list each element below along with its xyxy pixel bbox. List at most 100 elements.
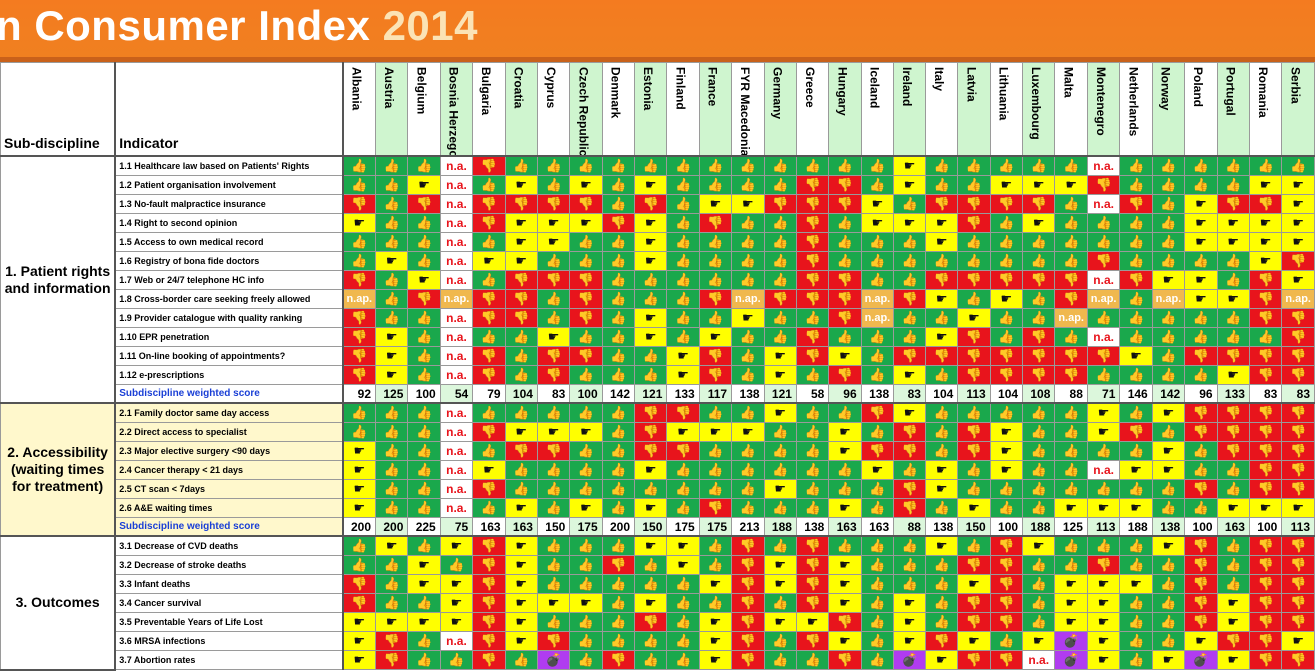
pointing-hand-icon: ☛ <box>634 251 668 271</box>
pointing-hand-icon: ☛ <box>828 422 862 442</box>
country-name: Greece <box>802 67 817 108</box>
thumb-up-icon: 👍 <box>828 251 862 271</box>
thumb-up-icon: 👍 <box>1119 650 1153 670</box>
thumb-up-icon: 👍 <box>924 555 959 575</box>
thumb-up-icon: 👍 <box>601 232 636 252</box>
thumb-up-icon: 👍 <box>924 422 959 442</box>
score-cell: 133 <box>666 384 700 404</box>
country-name: Belgium <box>414 67 429 115</box>
score-cell: 213 <box>731 517 765 537</box>
thumb-up-icon: 👍 <box>828 460 862 480</box>
pointing-hand-icon: ☛ <box>569 175 603 195</box>
thumb-up-icon: 👍 <box>375 555 409 575</box>
thumb-up-icon: 👍 <box>601 175 636 195</box>
score-cell: 163 <box>1216 517 1250 537</box>
thumb-down-icon: 👎 <box>1248 479 1283 499</box>
thumb-up-icon: 👍 <box>860 327 895 347</box>
thumb-up-icon: 👍 <box>860 631 895 651</box>
thumb-down-icon: 👎 <box>407 289 441 309</box>
bomb-icon: 💣 <box>536 650 571 670</box>
pointing-hand-icon: ☛ <box>1054 612 1088 632</box>
thumb-down-icon: 👎 <box>634 612 668 632</box>
pointing-hand-icon: ☛ <box>536 213 571 233</box>
thumb-up-icon: 👍 <box>763 422 797 442</box>
indicator-label: 2.6 A&E waiting times <box>114 498 344 518</box>
thumb-up-icon: 👍 <box>1281 155 1315 176</box>
thumb-up-icon: 👍 <box>601 402 636 423</box>
thumb-up-icon: 👍 <box>536 612 571 632</box>
thumb-up-icon: 👍 <box>763 308 797 328</box>
thumb-up-icon: 👍 <box>828 327 862 347</box>
thumb-down-icon: 👎 <box>536 631 571 651</box>
thumb-down-icon: 👎 <box>795 346 830 366</box>
pointing-hand-icon: ☛ <box>1281 631 1315 651</box>
pointing-hand-icon: ☛ <box>342 441 377 461</box>
score-cell: 92 <box>342 384 377 404</box>
score-cell: 163 <box>828 517 862 537</box>
country-name: Bulgaria <box>479 67 494 116</box>
pointing-hand-icon: ☛ <box>634 593 668 613</box>
pointing-hand-icon: ☛ <box>504 593 538 613</box>
country-name: France <box>705 67 720 107</box>
thumb-up-icon: 👍 <box>666 308 700 328</box>
thumb-up-icon: 👍 <box>763 535 797 556</box>
thumb-up-icon: 👍 <box>860 479 895 499</box>
thumb-up-icon: 👍 <box>1216 327 1250 347</box>
thumb-down-icon: 👎 <box>795 251 830 271</box>
thumb-up-icon: 👍 <box>731 251 765 271</box>
thumb-up-icon: 👍 <box>860 593 895 613</box>
thumb-down-icon: 👎 <box>1086 175 1121 195</box>
pointing-hand-icon: ☛ <box>666 555 700 575</box>
pointing-hand-icon: ☛ <box>1281 498 1315 518</box>
pointing-hand-icon: ☛ <box>1022 631 1056 651</box>
score-cell: 138 <box>795 517 830 537</box>
indicator-row: 3.6 MRSA infections ☛ 👎 👍 n.a. 👎 ☛ 👎 👍 👍 👍 👍 ☛ 👎 👍 👎 ☛ 👍 ☛… <box>1 631 1315 651</box>
thumb-down-icon: 👎 <box>472 365 506 385</box>
thumb-up-icon: 👍 <box>1054 251 1088 271</box>
indicator-row: 1.9 Provider catalogue with quality rank… <box>1 308 1315 328</box>
pointing-hand-icon: ☛ <box>795 612 830 632</box>
pointing-hand-icon: ☛ <box>1151 441 1186 461</box>
pointing-hand-icon: ☛ <box>828 574 862 594</box>
country-name: Luxembourg <box>1029 67 1044 140</box>
not-available-cell: n.a. <box>439 251 474 271</box>
score-cell: 138 <box>860 384 895 404</box>
thumb-down-icon: 👎 <box>472 479 506 499</box>
thumb-up-icon: 👍 <box>795 479 830 499</box>
thumb-up-icon: 👍 <box>1151 213 1186 233</box>
pointing-hand-icon: ☛ <box>1151 402 1186 423</box>
thumb-down-icon: 👎 <box>536 346 571 366</box>
thumb-down-icon: 👎 <box>1281 308 1315 328</box>
pointing-hand-icon: ☛ <box>536 232 571 252</box>
thumb-down-icon: 👎 <box>989 612 1024 632</box>
thumb-down-icon: 👎 <box>957 441 991 461</box>
pointing-hand-icon: ☛ <box>1119 574 1153 594</box>
title-text: n Consumer Index <box>0 2 371 49</box>
pointing-hand-icon: ☛ <box>828 593 862 613</box>
not-available-cell: n.a. <box>439 175 474 195</box>
thumb-up-icon: 👍 <box>569 402 603 423</box>
pointing-hand-icon: ☛ <box>1022 535 1056 556</box>
thumb-down-icon: 👎 <box>860 441 895 461</box>
indicator-label: 1.3 No-fault malpractice insurance <box>114 194 344 214</box>
country-header: Malta <box>1054 62 1088 157</box>
header-row: Sub-discipline Indicator Albania Austria B… <box>0 62 1315 157</box>
pointing-hand-icon: ☛ <box>375 535 409 556</box>
thumb-up-icon: 👍 <box>375 175 409 195</box>
thumb-down-icon: 👎 <box>1054 346 1088 366</box>
score-cell: 113 <box>957 384 991 404</box>
thumb-down-icon: 👎 <box>1054 270 1088 290</box>
pointing-hand-icon: ☛ <box>1184 270 1218 290</box>
pointing-hand-icon: ☛ <box>1216 593 1250 613</box>
country-name: Croatia <box>511 67 526 109</box>
thumb-up-icon: 👍 <box>407 460 441 480</box>
score-cell: 117 <box>698 384 733 404</box>
thumb-up-icon: 👍 <box>1151 175 1186 195</box>
thumb-up-icon: 👍 <box>763 441 797 461</box>
pointing-hand-icon: ☛ <box>1216 498 1250 518</box>
thumb-up-icon: 👍 <box>472 175 506 195</box>
thumb-up-icon: 👍 <box>536 498 571 518</box>
country-name: Italy <box>931 67 946 92</box>
thumb-up-icon: 👍 <box>763 498 797 518</box>
pointing-hand-icon: ☛ <box>634 213 668 233</box>
